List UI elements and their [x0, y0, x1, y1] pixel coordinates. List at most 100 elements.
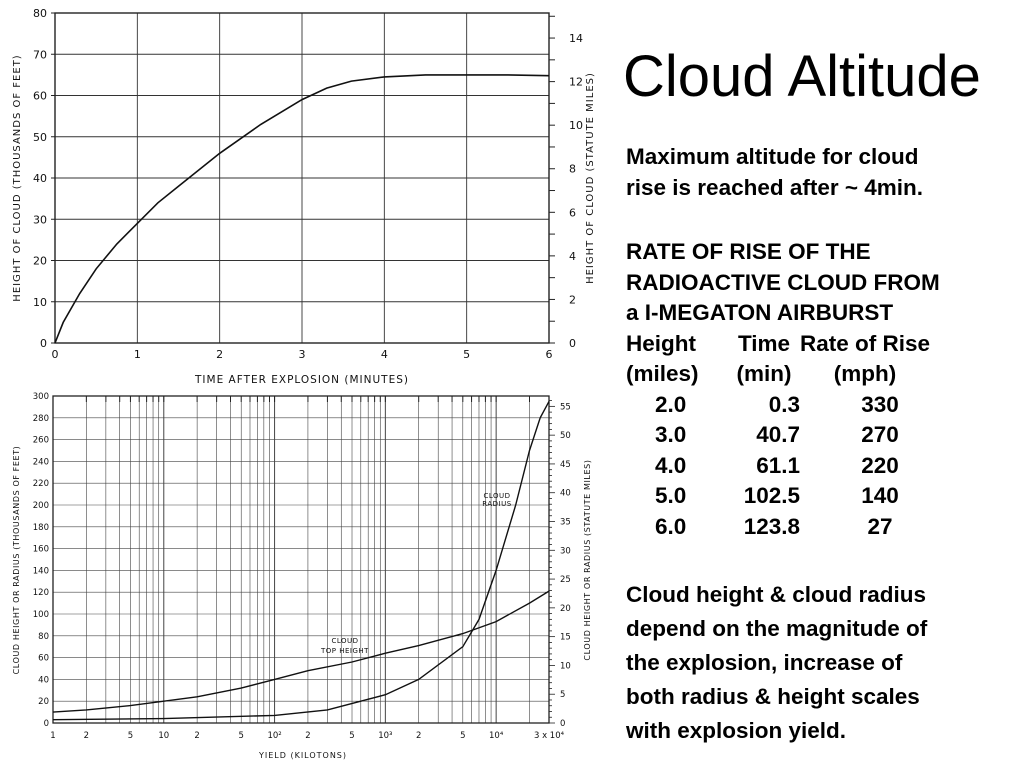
y-tick-label: 180 — [33, 523, 49, 533]
y-tick-label: 60 — [33, 90, 47, 103]
y-tick-label: 160 — [33, 545, 49, 555]
right-tick-label: 6 — [569, 206, 576, 219]
right-tick-label: 10 — [569, 119, 583, 132]
table-header-row: Height Time Rate of Rise — [626, 329, 930, 360]
cell-rate: 27 — [867, 513, 893, 539]
cell-rate: 330 — [861, 391, 899, 417]
right-tick-label: 2 — [569, 293, 576, 306]
y-tick-label: 120 — [33, 588, 49, 598]
y-tick-label: 140 — [33, 566, 49, 576]
right-tick-label: 14 — [569, 32, 583, 45]
y-axis-label: CLOUD HEIGHT OR RADIUS (THOUSANDS OF FEE… — [12, 446, 21, 675]
right-tick-label: 40 — [560, 489, 571, 499]
grid — [55, 13, 549, 343]
y-tick-label: 70 — [33, 48, 47, 61]
cell-height: 5.0 — [655, 483, 687, 508]
x-tick-label: 10³ — [378, 731, 392, 741]
right-tick-label: 10 — [560, 661, 571, 671]
y-tick-label: 10 — [33, 296, 47, 309]
y-tick-label: 300 — [33, 392, 49, 402]
y-tick-label: 20 — [38, 697, 49, 707]
table-row: 5.0 102.5 140 — [626, 481, 930, 512]
series-label-top-height: TOP HEIGHT — [320, 647, 369, 655]
right-tick-label: 55 — [560, 402, 571, 412]
table-header-row: (miles) (min) (mph) — [626, 359, 930, 390]
right-tick-label: 35 — [560, 518, 571, 528]
rate-of-rise-block: RATE OF RISE OF THE RADIOACTIVE CLOUD FR… — [626, 237, 1018, 542]
header-time-unit: (min) — [736, 361, 792, 386]
x-tick-label: 5 — [463, 348, 470, 361]
table-row: 6.0 123.8 27 — [626, 512, 930, 543]
cell-rate: 140 — [861, 483, 899, 508]
x-tick-label: 3 — [299, 348, 306, 361]
cloud-radius-curve — [52, 401, 550, 721]
x-tick-label: 2 — [305, 731, 310, 741]
right-tick-label: 15 — [560, 633, 571, 643]
x-tick-label: 3 x 10⁴ — [534, 731, 565, 741]
rate-title-line: RADIOACTIVE CLOUD FROM — [626, 269, 940, 295]
cell-height: 3.0 — [655, 422, 687, 447]
header-rate-unit: (mph) — [833, 361, 897, 386]
rate-table: Height Time Rate of Rise (miles) (min) (… — [626, 329, 930, 543]
x-tick-label: 1 — [50, 731, 55, 741]
x-tick-label: 5 — [349, 731, 354, 741]
right-axis-label: CLOUD HEIGHT OR RADIUS (STATUTE MILES) — [583, 459, 592, 660]
conclusion-line: the explosion, increase of — [626, 650, 903, 675]
x-tick-label: 5 — [128, 731, 133, 741]
cell-time: 0.3 — [768, 391, 800, 417]
y-tick-label: 200 — [33, 501, 49, 511]
x-tick-label: 10 — [158, 731, 169, 741]
y-tick-label: 0 — [40, 337, 47, 350]
x-tick-label: 2 — [216, 348, 223, 361]
x-tick-label: 10² — [267, 731, 281, 741]
cloud-yield-chart: 0204060801001201401601802002202402602803… — [12, 392, 592, 760]
y-tick-label: 260 — [33, 436, 49, 446]
x-axis-label: TIME AFTER EXPLOSION (MINUTES) — [194, 374, 409, 385]
rate-title-line: a I-MEGATON AIRBURST — [626, 300, 894, 325]
y-tick-label: 0 — [44, 719, 49, 729]
right-tick-label: 5 — [560, 690, 565, 700]
x-tick-label: 1 — [134, 348, 141, 361]
y-tick-label: 20 — [33, 255, 47, 268]
table-row: 4.0 61.1 220 — [626, 451, 930, 482]
grid — [53, 396, 549, 723]
cell-rate: 270 — [861, 422, 899, 447]
x-tick-label: 2 — [194, 731, 199, 741]
y-tick-label: 40 — [38, 675, 49, 685]
y-tick-label: 80 — [33, 7, 47, 20]
series-label-cloud-2: CLOUD — [483, 492, 510, 500]
right-tick-label: 30 — [560, 546, 571, 556]
x-axis-label: YIELD (KILOTONS) — [258, 751, 347, 760]
x-tick-label: 2 — [416, 731, 421, 741]
cloud-top-height-curve — [52, 590, 550, 713]
right-tick-label: 12 — [569, 76, 583, 89]
series-label-radius: RADIUS — [482, 500, 511, 508]
right-tick-label: 45 — [560, 460, 571, 470]
series-label-cloud-1: CLOUD — [331, 637, 358, 645]
right-tick-label: 25 — [560, 575, 571, 585]
cloud-height-curve — [54, 74, 550, 344]
cell-rate: 220 — [861, 452, 899, 478]
table-row: 2.0 0.3 330 — [626, 390, 930, 421]
right-axis-label: HEIGHT OF CLOUD (STATUTE MILES) — [585, 72, 596, 284]
summary-line: rise is reached after ~ 4min. — [626, 175, 924, 200]
x-tick-label: 4 — [381, 348, 388, 361]
header-height-unit: (miles) — [626, 361, 699, 386]
header-rate: Rate of Rise — [800, 330, 931, 356]
x-tick-label: 0 — [52, 348, 59, 361]
axis-ticks: 0204060801001201401601802002202402602803… — [33, 392, 571, 741]
y-tick-label: 280 — [33, 414, 49, 424]
x-tick-label: 5 — [460, 731, 465, 741]
header-time: Time — [737, 330, 791, 356]
y-tick-label: 80 — [38, 632, 49, 642]
x-tick-label: 6 — [546, 348, 553, 361]
conclusion-line: both radius & height scales — [626, 684, 920, 709]
cell-time: 40.7 — [756, 422, 800, 447]
cell-height: 6.0 — [655, 513, 687, 539]
rate-title-line: RATE OF RISE OF THE — [626, 239, 871, 264]
cell-time: 61.1 — [756, 452, 800, 478]
x-tick-label: 5 — [239, 731, 244, 741]
table-row: 3.0 40.7 270 — [626, 420, 930, 451]
